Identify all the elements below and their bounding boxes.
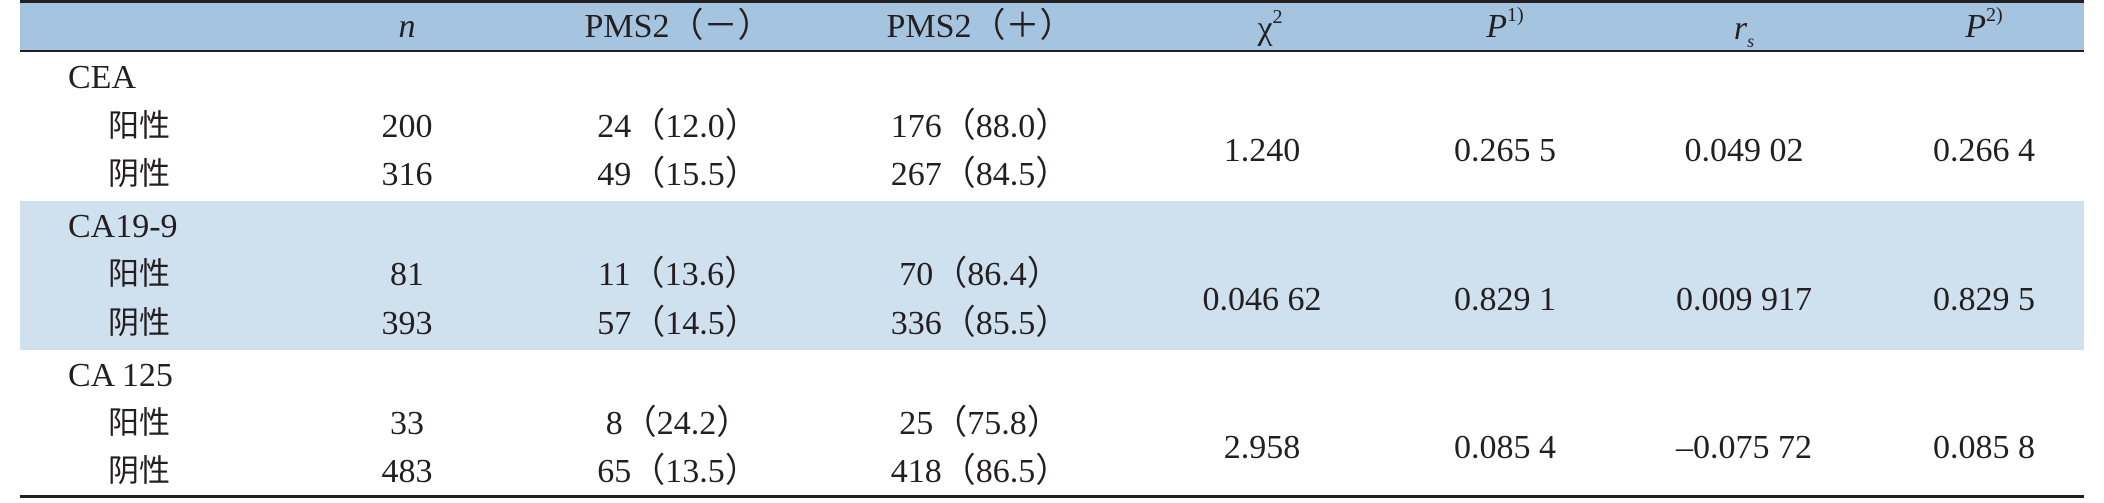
header-pms2-positive: PMS2（＋） [886, 8, 1074, 45]
cell-chi-square: 2.958 [1223, 429, 1301, 466]
row-label: 阳性 [108, 256, 170, 293]
header-p1: P1) [1486, 4, 1524, 45]
cell-pms2-positive: 267（84.5） [890, 156, 1070, 193]
group-marker: CA 125 [68, 357, 173, 394]
cell-pms2-positive: 176（88.0） [890, 108, 1070, 145]
bottom-rule [20, 495, 2084, 498]
table-header-row [20, 2, 2084, 51]
cell-pms2-negative: 24（12.0） [597, 108, 759, 145]
cell-p2: 0.085 8 [1933, 429, 2035, 466]
cell-n: 483 [381, 453, 433, 490]
cell-pms2-negative: 49（15.5） [597, 156, 759, 193]
cell-pms2-negative: 8（24.2） [605, 405, 751, 442]
header-n: n [398, 8, 416, 45]
row-label: 阴性 [108, 453, 170, 490]
cell-rs: –0.075 72 [1676, 429, 1812, 466]
cell-p2: 0.266 4 [1933, 132, 2035, 169]
cell-pms2-negative: 11（13.6） [597, 256, 759, 293]
cell-pms2-positive: 336（85.5） [890, 305, 1070, 342]
cell-p1: 0.265 5 [1454, 132, 1556, 169]
cell-chi-square: 1.240 [1223, 132, 1301, 169]
row-label: 阳性 [108, 405, 170, 442]
cell-n: 33 [390, 405, 424, 442]
cell-pms2-positive: 25（75.8） [899, 405, 1061, 442]
cell-n: 316 [381, 156, 433, 193]
cell-n: 200 [381, 108, 433, 145]
row-label: 阴性 [108, 156, 170, 193]
header-pms2-negative: PMS2（－） [584, 8, 772, 45]
cell-n: 81 [390, 256, 424, 293]
header-chi-square: χ2 [1257, 6, 1283, 47]
group-marker: CA19-9 [68, 208, 178, 245]
cell-n: 393 [381, 305, 433, 342]
cell-p1: 0.829 1 [1454, 281, 1556, 318]
cell-pms2-positive: 70（86.4） [899, 256, 1061, 293]
group-marker: CEA [68, 59, 136, 96]
row-label: 阳性 [108, 108, 170, 145]
header-p2: P2) [1965, 4, 2003, 45]
cell-chi-square: 0.046 62 [1202, 281, 1322, 318]
header-rule [20, 50, 2084, 52]
group-band-ca19-9 [20, 201, 2084, 350]
cell-p2: 0.829 5 [1933, 281, 2035, 318]
cell-rs: 0.049 02 [1684, 132, 1804, 169]
cell-pms2-positive: 418（86.5） [890, 453, 1070, 490]
cell-pms2-negative: 65（13.5） [597, 453, 759, 490]
cell-rs: 0.009 917 [1676, 281, 1812, 318]
cell-pms2-negative: 57（14.5） [597, 305, 759, 342]
row-label: 阴性 [108, 305, 170, 342]
header-rs: rs [1733, 10, 1755, 51]
top-rule [20, 0, 2084, 3]
cell-p1: 0.085 4 [1454, 429, 1556, 466]
